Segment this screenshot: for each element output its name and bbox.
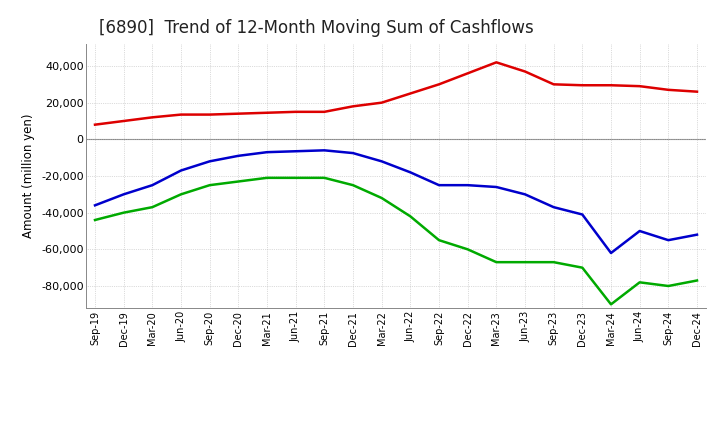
Investing Cashflow [292,175,300,180]
Operating Cashflow [320,109,328,114]
Operating Cashflow [607,83,616,88]
Free Cashflow [521,192,529,197]
Investing Cashflow [549,260,558,265]
Operating Cashflow [578,83,587,88]
Investing Cashflow [492,260,500,265]
Investing Cashflow [435,238,444,243]
Y-axis label: Amount (million yen): Amount (million yen) [22,114,35,238]
Investing Cashflow [578,265,587,270]
Investing Cashflow [91,217,99,223]
Operating Cashflow [348,104,357,109]
Investing Cashflow [693,278,701,283]
Free Cashflow [377,159,386,164]
Line: Investing Cashflow: Investing Cashflow [95,178,697,304]
Operating Cashflow [263,110,271,115]
Operating Cashflow [435,82,444,87]
Free Cashflow [635,228,644,234]
Free Cashflow [120,192,128,197]
Investing Cashflow [521,260,529,265]
Free Cashflow [176,168,185,173]
Operating Cashflow [120,118,128,124]
Free Cashflow [148,183,157,188]
Operating Cashflow [292,109,300,114]
Investing Cashflow [377,195,386,201]
Free Cashflow [435,183,444,188]
Operating Cashflow [693,89,701,94]
Operating Cashflow [148,115,157,120]
Line: Free Cashflow: Free Cashflow [95,150,697,253]
Investing Cashflow [320,175,328,180]
Free Cashflow [549,205,558,210]
Investing Cashflow [664,283,672,289]
Free Cashflow [607,250,616,256]
Text: [6890]  Trend of 12-Month Moving Sum of Cashflows: [6890] Trend of 12-Month Moving Sum of C… [99,19,534,37]
Free Cashflow [91,203,99,208]
Free Cashflow [578,212,587,217]
Operating Cashflow [549,82,558,87]
Investing Cashflow [205,183,214,188]
Free Cashflow [320,148,328,153]
Operating Cashflow [521,69,529,74]
Operating Cashflow [91,122,99,127]
Free Cashflow [234,153,243,158]
Investing Cashflow [635,280,644,285]
Line: Operating Cashflow: Operating Cashflow [95,62,697,125]
Investing Cashflow [607,302,616,307]
Investing Cashflow [406,214,415,219]
Free Cashflow [263,150,271,155]
Investing Cashflow [234,179,243,184]
Operating Cashflow [234,111,243,116]
Free Cashflow [664,238,672,243]
Free Cashflow [464,183,472,188]
Free Cashflow [492,184,500,190]
Operating Cashflow [464,71,472,76]
Investing Cashflow [120,210,128,215]
Free Cashflow [292,149,300,154]
Free Cashflow [348,150,357,156]
Investing Cashflow [464,247,472,252]
Operating Cashflow [377,100,386,105]
Operating Cashflow [406,91,415,96]
Free Cashflow [205,159,214,164]
Free Cashflow [693,232,701,237]
Operating Cashflow [664,87,672,92]
Investing Cashflow [148,205,157,210]
Investing Cashflow [176,192,185,197]
Operating Cashflow [492,60,500,65]
Operating Cashflow [205,112,214,117]
Free Cashflow [406,170,415,175]
Investing Cashflow [348,183,357,188]
Operating Cashflow [176,112,185,117]
Investing Cashflow [263,175,271,180]
Operating Cashflow [635,84,644,89]
